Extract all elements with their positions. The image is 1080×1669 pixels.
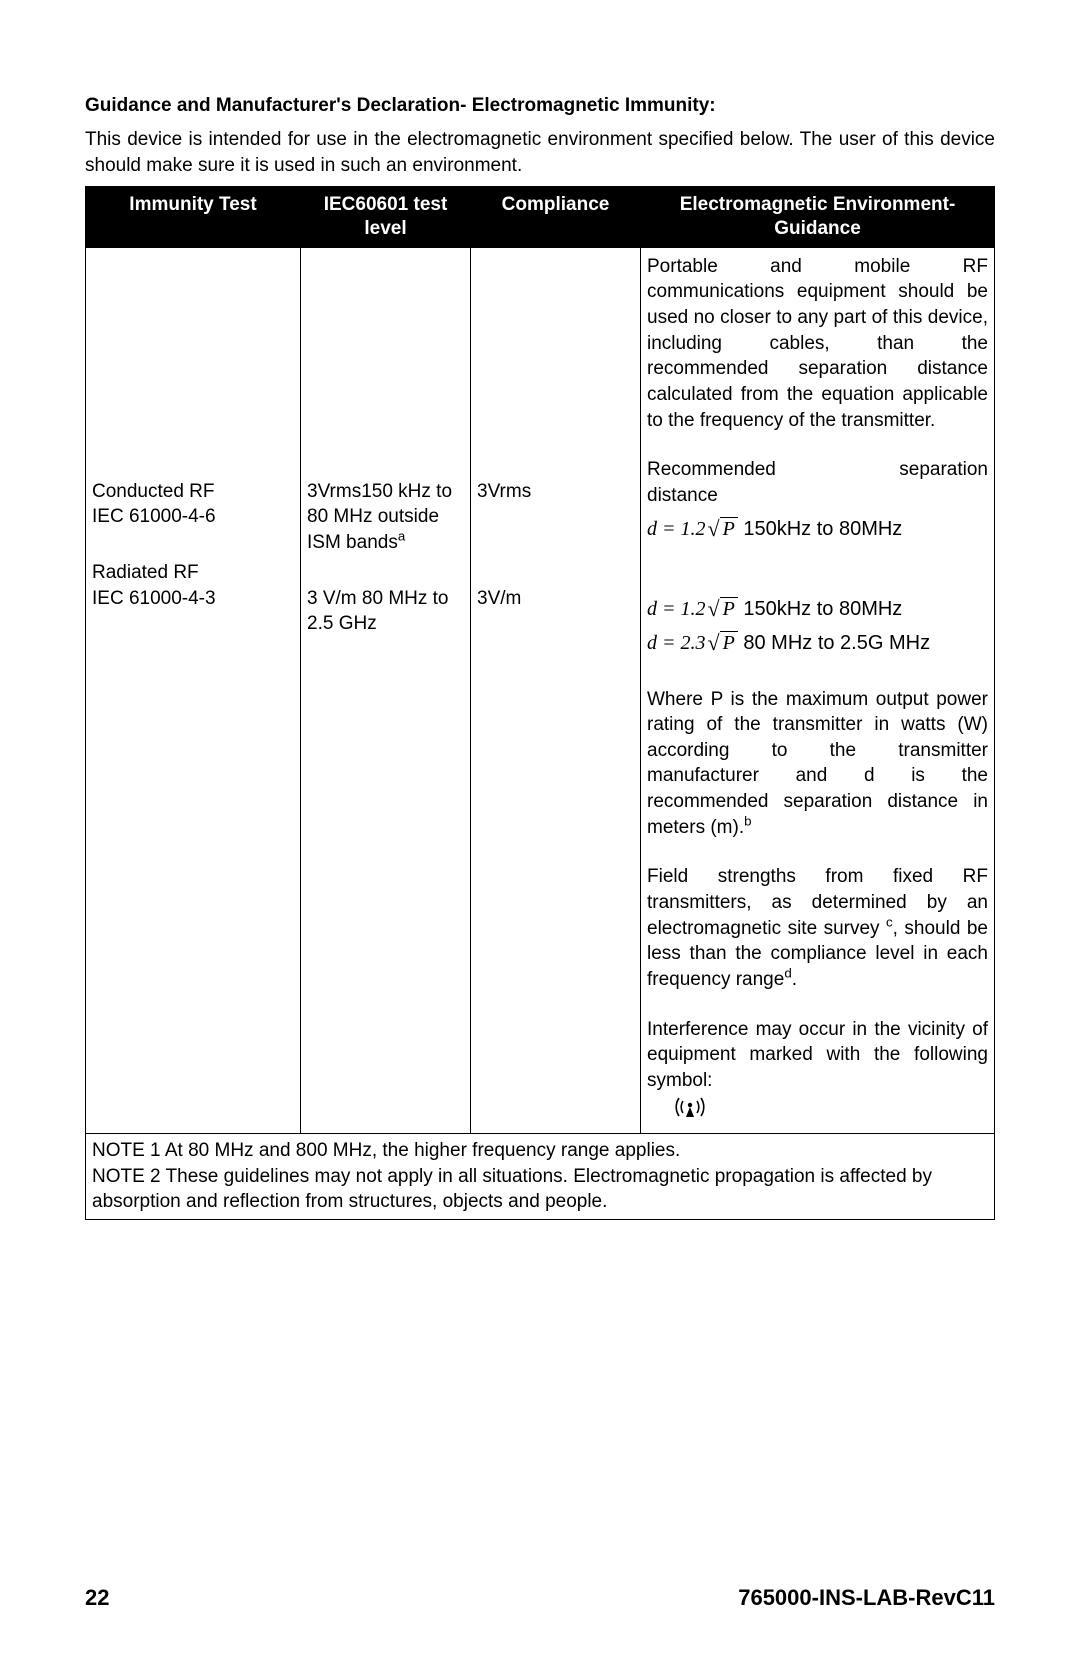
- guidance-p3: Field strengths from fixed RF transmitte…: [647, 864, 988, 992]
- guidance-rec-label-2: distance: [647, 483, 988, 509]
- col-header-compliance: Compliance: [471, 187, 641, 248]
- cell-immunity-test: Conducted RF IEC 61000-4-6 Radiated RF I…: [86, 247, 301, 1133]
- rf-interference-icon: [647, 1094, 707, 1124]
- equation-2: d = 1.2P 150kHz to 80MHz: [647, 593, 988, 623]
- level-a-line2: 80 MHz outside: [307, 504, 464, 530]
- note-1: NOTE 1 At 80 MHz and 800 MHz, the higher…: [92, 1138, 988, 1164]
- guidance-p2: Where P is the maximum output power rati…: [647, 687, 988, 841]
- level-a-line3: ISM bandsa: [307, 530, 464, 556]
- note-2: NOTE 2 These guidelines may not apply in…: [92, 1164, 988, 1215]
- table-row: Conducted RF IEC 61000-4-6 Radiated RF I…: [86, 247, 995, 1133]
- document-id: 765000-INS-LAB-RevC11: [738, 1585, 995, 1611]
- page-number: 22: [85, 1585, 109, 1611]
- level-b-line2: 2.5 GHz: [307, 611, 464, 637]
- page-footer: 22 765000-INS-LAB-RevC11: [85, 1585, 995, 1611]
- section-heading: Guidance and Manufacturer's Declaration-…: [85, 95, 995, 117]
- test-radiated-rf: Radiated RF: [92, 560, 294, 586]
- guidance-p1: Portable and mobile RF communications eq…: [647, 254, 988, 433]
- equation-3: d = 2.3P 80 MHz to 2.5G MHz: [647, 627, 988, 657]
- cell-notes: NOTE 1 At 80 MHz and 800 MHz, the higher…: [86, 1134, 995, 1220]
- compliance-a: 3Vrms: [477, 479, 634, 505]
- equation-1: d = 1.2P 150kHz to 80MHz: [647, 513, 988, 543]
- cell-compliance: 3Vrms 3V/m: [471, 247, 641, 1133]
- emc-immunity-table: Immunity Test IEC60601 test level Compli…: [85, 186, 995, 1220]
- level-b-line1: 3 V/m 80 MHz to: [307, 586, 464, 612]
- level-a-line1: 3Vrms150 kHz to: [307, 479, 464, 505]
- page: Guidance and Manufacturer's Declaration-…: [0, 0, 1080, 1669]
- col-header-guidance: Electromagnetic Environment-Guidance: [641, 187, 995, 248]
- table-header-row: Immunity Test IEC60601 test level Compli…: [86, 187, 995, 248]
- cell-test-level: 3Vrms150 kHz to 80 MHz outside ISM bands…: [301, 247, 471, 1133]
- guidance-rec-label: Recommended separation: [647, 457, 988, 483]
- test-conducted-rf: Conducted RF: [92, 479, 294, 505]
- col-header-test-level: IEC60601 test level: [301, 187, 471, 248]
- test-conducted-rf-std: IEC 61000-4-6: [92, 504, 294, 530]
- cell-guidance: Portable and mobile RF communications eq…: [641, 247, 995, 1133]
- test-radiated-rf-std: IEC 61000-4-3: [92, 586, 294, 612]
- col-header-immunity-test: Immunity Test: [86, 187, 301, 248]
- table-notes-row: NOTE 1 At 80 MHz and 800 MHz, the higher…: [86, 1134, 995, 1220]
- guidance-p4: Interference may occur in the vicinity o…: [647, 1017, 988, 1128]
- intro-paragraph: This device is intended for use in the e…: [85, 127, 995, 178]
- compliance-b: 3V/m: [477, 586, 634, 612]
